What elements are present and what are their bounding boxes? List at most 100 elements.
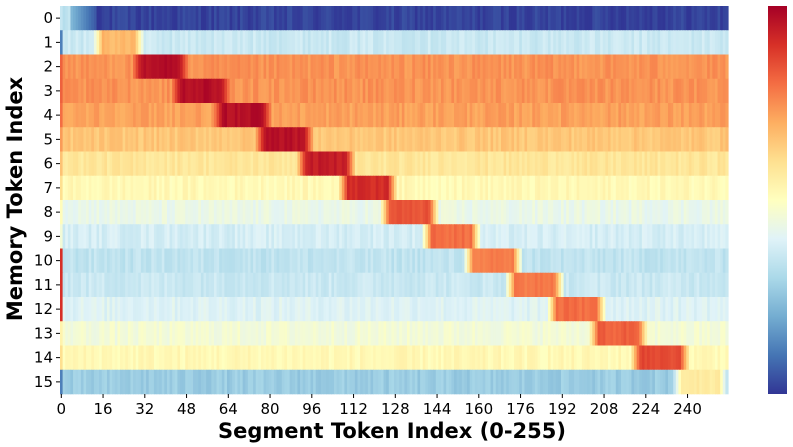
- heatmap-cell: [237, 272, 241, 298]
- heatmap-cell: [109, 78, 113, 104]
- heatmap-cell: [571, 54, 575, 80]
- heatmap-cell: [388, 200, 392, 225]
- heatmap-cell: [323, 175, 327, 201]
- heatmap-cell: [86, 54, 90, 80]
- heatmap-cell: [336, 175, 340, 201]
- heatmap-cell: [456, 175, 460, 201]
- heatmap-cell: [401, 151, 406, 177]
- heatmap-cell: [446, 200, 450, 225]
- heatmap-cell: [112, 248, 116, 274]
- heatmap-cell: [362, 30, 366, 55]
- heatmap-cell: [446, 248, 450, 274]
- heatmap-cell: [555, 248, 559, 274]
- heatmap-cell: [508, 345, 513, 371]
- heatmap-cell: [561, 78, 565, 104]
- heatmap-cell: [362, 78, 366, 104]
- heatmap-cell: [83, 272, 87, 298]
- heatmap-cell: [628, 151, 633, 177]
- heatmap-cell: [657, 151, 661, 177]
- heatmap-cell: [482, 345, 486, 371]
- heatmap-cell: [660, 127, 664, 152]
- heatmap-cell: [568, 6, 573, 31]
- heatmap-cell: [613, 151, 617, 177]
- heatmap-cell: [649, 103, 653, 128]
- heatmap-cell: [365, 297, 369, 322]
- heatmap-cell: [221, 54, 225, 80]
- heatmap-cell: [349, 6, 353, 31]
- heatmap-cell: [161, 78, 165, 104]
- heatmap-cell: [694, 321, 698, 346]
- heatmap-cell: [245, 248, 249, 274]
- heatmap-cell: [109, 272, 113, 298]
- heatmap-cell: [623, 78, 627, 104]
- heatmap-cell: [704, 297, 708, 322]
- heatmap-cell: [454, 127, 458, 152]
- heatmap-cell: [151, 369, 155, 395]
- heatmap-cell: [626, 200, 630, 225]
- heatmap-cell: [83, 224, 87, 249]
- heatmap-cell: [117, 345, 121, 371]
- heatmap-row-15: [60, 369, 729, 395]
- heatmap-cell: [388, 248, 392, 274]
- heatmap-cell: [182, 345, 186, 371]
- heatmap-cell: [631, 103, 635, 128]
- heatmap-cell: [670, 30, 674, 55]
- heatmap-cell: [326, 103, 330, 128]
- heatmap-cell: [500, 78, 505, 104]
- heatmap-cell: [185, 224, 189, 249]
- heatmap-cell: [273, 175, 278, 201]
- heatmap-cell: [281, 321, 286, 346]
- heatmap-cell: [581, 54, 586, 80]
- heatmap-cell: [190, 224, 194, 249]
- heatmap-cell: [547, 6, 552, 31]
- heatmap-cell: [448, 321, 453, 346]
- heatmap-cell: [561, 272, 565, 298]
- heatmap-cell: [391, 127, 395, 152]
- heatmap-row-10: [60, 248, 729, 274]
- heatmap-cell: [440, 6, 445, 31]
- heatmap-cell: [420, 321, 424, 346]
- heatmap-cell: [503, 297, 507, 322]
- heatmap-cell: [326, 224, 330, 249]
- heatmap-cell: [104, 103, 108, 128]
- heatmap-cell: [477, 345, 481, 371]
- heatmap-cell: [62, 127, 66, 152]
- heatmap-cell: [182, 151, 186, 177]
- heatmap-cell: [250, 151, 254, 177]
- heatmap-cell: [253, 297, 257, 322]
- heatmap-cell: [229, 54, 233, 80]
- y-tick-label: 15: [34, 373, 53, 391]
- heatmap-cell: [628, 103, 633, 128]
- heatmap-cell: [266, 6, 270, 31]
- heatmap-cell: [688, 272, 693, 298]
- heatmap-cell: [140, 6, 145, 31]
- heatmap-cell: [675, 127, 680, 152]
- heatmap-cell: [135, 345, 139, 371]
- heatmap-cell: [60, 297, 64, 322]
- heatmap-cell: [649, 127, 653, 152]
- y-tick-label: 3: [43, 82, 53, 100]
- heatmap-cell: [151, 54, 155, 80]
- heatmap-cell: [503, 248, 507, 274]
- heatmap-cell: [73, 345, 77, 371]
- heatmap-cell: [477, 321, 481, 346]
- heatmap-cell: [180, 248, 184, 274]
- heatmap-cell: [106, 127, 111, 152]
- heatmap-cell: [396, 78, 400, 104]
- heatmap-cell: [550, 321, 554, 346]
- heatmap-cell: [112, 297, 116, 322]
- heatmap-cell: [151, 30, 155, 55]
- heatmap-cell: [472, 297, 476, 322]
- heatmap-cell: [417, 248, 421, 274]
- heatmap-cell: [407, 200, 411, 225]
- heatmap-cell: [712, 6, 716, 31]
- heatmap-cell: [396, 321, 400, 346]
- heatmap-cell: [315, 200, 319, 225]
- heatmap-cell: [542, 103, 546, 128]
- heatmap-cell: [367, 297, 372, 322]
- heatmap-cell: [657, 224, 661, 249]
- heatmap-cell: [438, 200, 442, 225]
- heatmap-cell: [112, 151, 116, 177]
- heatmap-cell: [704, 151, 708, 177]
- heatmap-cell: [273, 54, 278, 80]
